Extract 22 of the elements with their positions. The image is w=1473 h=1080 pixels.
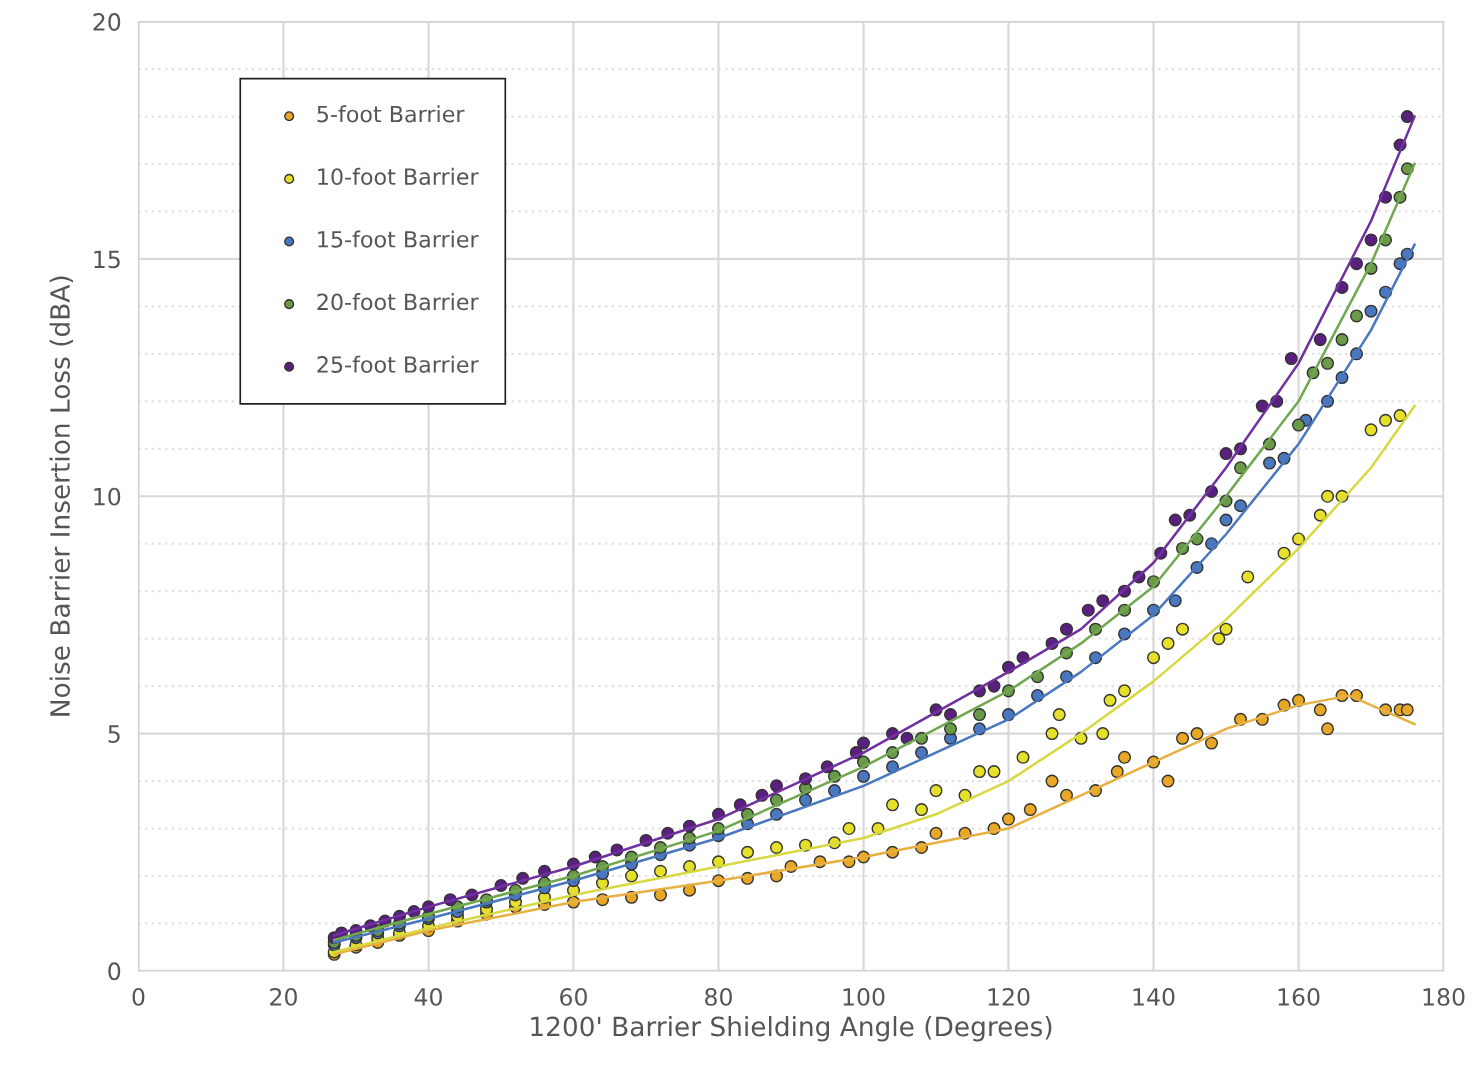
x-tick-label: 60: [560, 988, 587, 1006]
legend-label: 15-foot Barrier: [318, 230, 479, 248]
x-tick-label: 160: [1278, 988, 1320, 1006]
legend-label: 25-foot Barrier: [317, 355, 479, 373]
x-tick-label: 180: [1423, 988, 1465, 1006]
x-tick-label: 140: [1133, 988, 1175, 1006]
y-tick-label: 5: [108, 725, 120, 743]
x-tick-label: 20: [270, 988, 297, 1006]
legend-label: 5-foot Barrier: [317, 105, 465, 123]
legend-label: 10-foot Barrier: [318, 167, 479, 186]
x-axis-title: 1200' Barrier Shielding Angle (Degrees): [531, 1015, 1052, 1042]
x-tick-label: 0: [132, 988, 145, 1006]
y-tick-label: 10: [94, 487, 121, 506]
x-tick-label: 80: [705, 988, 732, 1006]
x-tick-label: 120: [988, 988, 1030, 1006]
legend-label: 20-foot Barrier: [317, 293, 479, 311]
x-tick-label: 40: [414, 988, 442, 1006]
y-tick-label: 15: [94, 250, 120, 269]
x-tick-label: 100: [843, 988, 885, 1006]
y-axis-title: Noise Barrier Insertion Loss (dBA): [49, 276, 74, 716]
y-tick-label: 0: [108, 962, 121, 981]
y-tick-label: 20: [93, 13, 121, 31]
